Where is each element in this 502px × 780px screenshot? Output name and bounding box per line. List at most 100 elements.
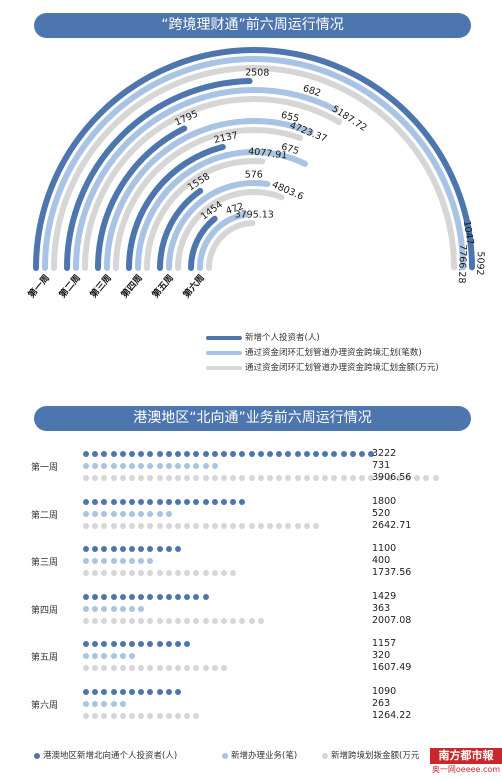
dot-dark-week-6 xyxy=(83,688,89,695)
dot-mid-week-1 xyxy=(184,463,191,469)
dot-light-week-4 xyxy=(83,617,89,624)
dot-dark-week-3 xyxy=(175,546,181,552)
dot-light-week-3 xyxy=(110,570,117,576)
dot-dark-week-4 xyxy=(193,593,200,600)
dot-light-week-4 xyxy=(147,617,154,624)
dot-light-week-2 xyxy=(313,522,319,529)
legend1-item-3: 通过资金闭环汇划管道办理资金跨境汇划金额(万元) xyxy=(206,361,439,373)
dot-dark-week-1 xyxy=(331,451,338,457)
dot-light-week-1 xyxy=(285,475,292,481)
dot-light-week-4 xyxy=(248,617,255,624)
arc-dark-week-6 xyxy=(188,215,218,271)
arc-mid-week-1 xyxy=(42,56,466,271)
legend-swatch-light xyxy=(206,365,242,370)
dot-dark-week-2 xyxy=(175,498,181,505)
legend2-item-1: 港澳地区新增北向通个人投资者(人) xyxy=(34,749,177,761)
dot-light-week-1 xyxy=(138,475,145,481)
dot-light-week-1 xyxy=(331,475,338,481)
dot-light-week-1 xyxy=(405,475,411,481)
arc-label-mid-week-2: 682 xyxy=(301,83,322,99)
dot-light-week-4 xyxy=(110,617,117,624)
week-label-6: 第六周 xyxy=(180,272,207,300)
dot-light-week-2 xyxy=(248,522,255,529)
dot-mid-week-1 xyxy=(156,463,163,469)
dot-light-week-1 xyxy=(294,475,301,481)
dot-light-week-1 xyxy=(239,475,246,481)
dot-light-week-2 xyxy=(257,522,264,529)
dot-light-week-1 xyxy=(395,475,402,481)
dot-dark-week-5 xyxy=(165,641,172,647)
dot-mid-week-2 xyxy=(129,510,135,517)
dot-dark-week-6 xyxy=(129,688,135,695)
dot-dark-week-1 xyxy=(221,451,227,457)
legend1-label-2: 通过资金闭环汇划管道办理资金跨境汇划(笔数) xyxy=(245,348,422,358)
legend2-dot-mid xyxy=(222,752,228,759)
dot-mid-week-1 xyxy=(211,463,218,469)
dot-light-week-6 xyxy=(156,712,163,719)
chart2-value-mid-week-6: 263 xyxy=(372,697,391,709)
legend2-label-3: 新增跨境划拨金额(万元 xyxy=(331,751,420,761)
legend2-item-2: 新增办理业务(笔) xyxy=(222,749,297,761)
dot-light-week-5 xyxy=(221,665,227,671)
dot-mid-week-1 xyxy=(110,463,117,469)
dot-light-week-1 xyxy=(193,475,200,481)
dot-dark-week-5 xyxy=(92,641,99,647)
dot-dark-week-6 xyxy=(147,688,154,695)
dot-dark-week-5 xyxy=(110,641,117,647)
dot-light-week-5 xyxy=(175,665,181,671)
arc-label-mid-week-6: 472 xyxy=(224,201,245,217)
dot-light-week-1 xyxy=(156,475,163,481)
arc-label-light-week-3: 4723.37 xyxy=(288,120,329,145)
dot-dark-week-2 xyxy=(165,498,172,505)
dot-light-week-4 xyxy=(184,617,191,624)
week-label-4: 第四周 xyxy=(118,272,145,300)
dot-dark-week-1 xyxy=(359,451,365,457)
dot-light-week-6 xyxy=(165,712,172,719)
arc-dark-week-1 xyxy=(33,46,475,271)
dot-light-week-2 xyxy=(230,522,237,529)
dot-mid-week-1 xyxy=(147,463,154,469)
chart2-value-mid-week-1: 731 xyxy=(372,460,391,471)
dot-dark-week-6 xyxy=(138,688,145,695)
dot-light-week-4 xyxy=(239,617,246,624)
dot-dark-week-1 xyxy=(193,451,200,457)
chart2-value-dark-week-3: 1100 xyxy=(372,543,397,554)
dot-dark-week-1 xyxy=(267,451,273,457)
dot-light-week-1 xyxy=(359,475,365,481)
dot-dark-week-1 xyxy=(294,451,301,457)
dot-dark-week-1 xyxy=(230,451,237,457)
dot-mid-week-1 xyxy=(129,463,135,469)
dot-dark-week-1 xyxy=(147,451,154,457)
dot-dark-week-3 xyxy=(138,546,145,552)
chart2-week-label-2: 第二周 xyxy=(31,510,59,521)
dot-light-week-5 xyxy=(184,665,191,671)
dot-dark-week-1 xyxy=(184,451,191,457)
dot-light-week-2 xyxy=(147,522,154,529)
dot-mid-week-2 xyxy=(156,510,163,517)
dot-light-week-2 xyxy=(175,522,181,529)
dot-light-week-6 xyxy=(101,712,108,719)
dot-light-week-1 xyxy=(119,475,126,481)
arc-dark-week-3 xyxy=(95,125,188,271)
chart2-week-label-1: 第一周 xyxy=(31,463,59,473)
chart2-value-light-week-2: 2642.71 xyxy=(372,519,412,531)
dot-dark-week-1 xyxy=(340,451,347,457)
dot-dark-week-6 xyxy=(119,688,126,695)
dot-light-week-6 xyxy=(119,712,126,719)
dot-light-week-2 xyxy=(110,522,117,529)
dot-light-week-1 xyxy=(368,475,375,481)
dot-dark-week-1 xyxy=(138,451,145,457)
legend1-item-1: 新增个人投资者(人) xyxy=(206,331,320,343)
dot-dark-week-5 xyxy=(129,641,135,647)
arc-label-light-week-4: 4077.91 xyxy=(247,146,287,162)
dot-dark-week-5 xyxy=(156,641,163,647)
chart2-week-label-3: 第三周 xyxy=(31,558,59,568)
dot-dark-week-1 xyxy=(257,451,264,457)
dot-light-week-6 xyxy=(138,712,145,719)
legend1-item-2: 通过资金闭环汇划管道办理资金跨境汇划(笔数) xyxy=(206,346,422,358)
week-label-2: 第二周 xyxy=(56,272,83,300)
dot-light-week-5 xyxy=(211,665,218,671)
dot-dark-week-4 xyxy=(165,593,172,600)
dot-light-week-1 xyxy=(313,475,319,481)
dot-light-week-6 xyxy=(129,712,135,719)
